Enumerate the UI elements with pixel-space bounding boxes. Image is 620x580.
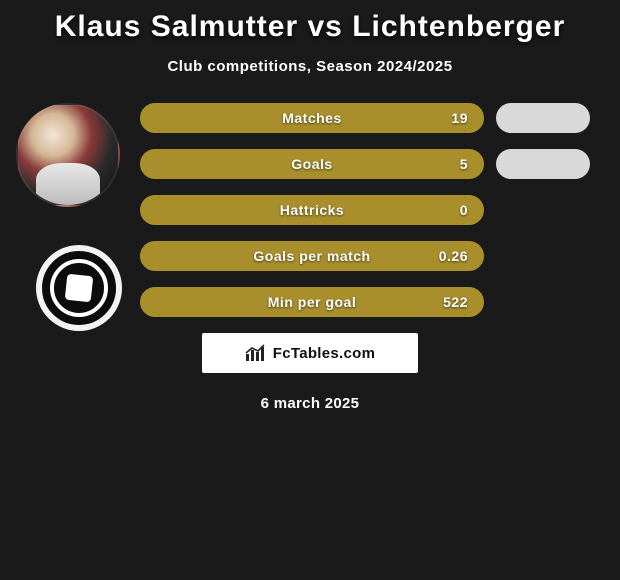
stat-pill-right	[496, 149, 590, 179]
stat-bars: Matches 19 Goals 5 Hattricks 0 Goals per match…	[140, 103, 604, 317]
stat-pill-left: Hattricks 0	[140, 195, 484, 225]
stat-pill-left: Goals per match 0.26	[140, 241, 484, 271]
vs-text: vs	[307, 10, 352, 43]
stat-row: Hattricks 0	[140, 195, 604, 225]
stat-label: Matches	[282, 110, 342, 126]
stat-value-left: 0	[460, 202, 468, 218]
club-badge	[36, 245, 122, 331]
stat-row: Goals 5	[140, 149, 604, 179]
stat-pill-left: Min per goal 522	[140, 287, 484, 317]
page-title: Klaus Salmutter vs Lichtenberger	[0, 0, 620, 44]
stat-pill-right	[496, 103, 590, 133]
stat-value-left: 0.26	[439, 248, 468, 264]
stat-label: Hattricks	[280, 202, 344, 218]
stat-value-left: 19	[451, 110, 468, 126]
chart-icon	[245, 344, 267, 362]
stat-value-left: 522	[443, 294, 468, 310]
player-avatar	[16, 103, 120, 207]
subtitle: Club competitions, Season 2024/2025	[0, 58, 620, 75]
brand-badge[interactable]: FcTables.com	[202, 333, 418, 373]
content: Matches 19 Goals 5 Hattricks 0 Goals per match…	[0, 103, 620, 317]
stat-label: Goals per match	[253, 248, 370, 264]
stat-pill-left: Goals 5	[140, 149, 484, 179]
date-text: 6 march 2025	[0, 395, 620, 412]
stat-label: Min per goal	[268, 294, 356, 310]
stat-row: Matches 19	[140, 103, 604, 133]
stat-pill-left: Matches 19	[140, 103, 484, 133]
stat-value-left: 5	[460, 156, 468, 172]
stat-row: Goals per match 0.26	[140, 241, 604, 271]
brand-text: FcTables.com	[273, 345, 376, 362]
stat-row: Min per goal 522	[140, 287, 604, 317]
left-column	[10, 103, 130, 331]
player-right-name: Lichtenberger	[352, 10, 565, 43]
player-left-name: Klaus Salmutter	[55, 10, 298, 43]
stat-label: Goals	[291, 156, 332, 172]
